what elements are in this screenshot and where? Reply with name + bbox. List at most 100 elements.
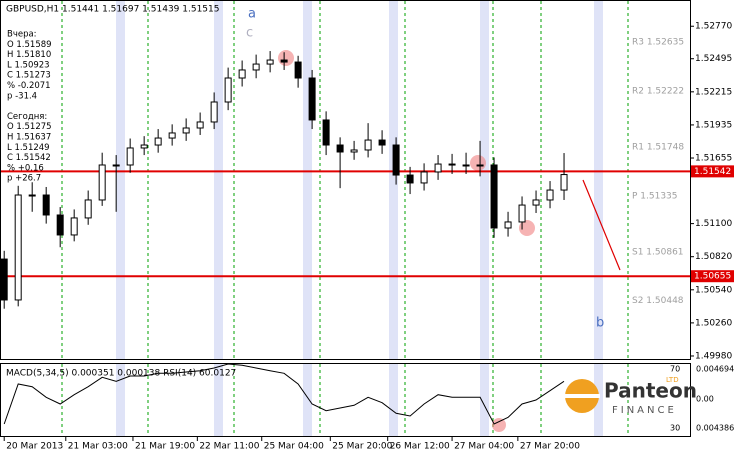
y-tick-label: 1.50260 bbox=[695, 318, 732, 328]
session-band bbox=[389, 364, 398, 436]
x-tick-label: 21 Mar 03:00 bbox=[68, 442, 128, 452]
pivot-label: R3 1.52635 bbox=[632, 38, 684, 48]
wave-label: a bbox=[248, 7, 256, 22]
y-tick-label: 1.51935 bbox=[695, 120, 732, 130]
candle-body bbox=[280, 59, 288, 63]
y-tick-label: 1.51100 bbox=[695, 219, 732, 229]
candle-body bbox=[420, 171, 428, 184]
candle-body bbox=[56, 214, 64, 236]
x-tick-label: 20 Mar 2013 bbox=[6, 442, 63, 452]
y-tick-label: 1.52770 bbox=[695, 22, 732, 32]
logo-name: Panteon bbox=[604, 379, 697, 403]
candle-body bbox=[154, 137, 162, 146]
session-band bbox=[303, 364, 312, 436]
candle-body bbox=[350, 149, 358, 153]
candle-body bbox=[0, 258, 8, 301]
level-label: 1.51542 bbox=[694, 167, 731, 177]
marker bbox=[492, 418, 506, 432]
candle-body bbox=[448, 163, 456, 166]
pivot-label: S2 1.50448 bbox=[632, 296, 684, 306]
candle-body bbox=[252, 63, 260, 71]
x-tick-label: 26 Mar 12:00 bbox=[390, 442, 450, 452]
y-tick-label: 1.49980 bbox=[695, 351, 732, 361]
candle-body bbox=[224, 77, 232, 103]
session-band bbox=[116, 364, 125, 436]
y-tick-label: 1.50540 bbox=[695, 285, 732, 295]
session-band bbox=[480, 1, 489, 359]
marker bbox=[278, 50, 294, 66]
info-line: L 1.51249 bbox=[7, 143, 50, 153]
info-line: % -0.2071 bbox=[7, 81, 51, 91]
info-line: O 1.51589 bbox=[7, 40, 52, 50]
candle-body bbox=[168, 132, 176, 139]
session-band bbox=[594, 1, 603, 359]
level-label: 1.50655 bbox=[694, 272, 731, 282]
logo: Panteon FINANCE LTD bbox=[564, 376, 697, 416]
marker bbox=[470, 155, 486, 171]
info-line: H 1.51810 bbox=[7, 50, 51, 60]
session-band bbox=[303, 1, 312, 359]
candle-body bbox=[308, 77, 316, 121]
sub-axis-label: 0.004694 bbox=[696, 365, 734, 374]
x-tick-label: 25 Mar 20:00 bbox=[332, 442, 392, 452]
info-line: % +0.16 bbox=[7, 163, 44, 173]
session-band bbox=[116, 1, 125, 359]
wave-label: b bbox=[596, 316, 604, 331]
candle-body bbox=[546, 189, 554, 201]
header: GBPUSD,H1 1.51441 1.51697 1.51439 1.5151… bbox=[6, 5, 219, 15]
info-line: H 1.51637 bbox=[7, 133, 51, 143]
info-line: C 1.51273 bbox=[7, 71, 51, 81]
sub-axis-label: 0.004386 bbox=[696, 424, 734, 433]
level-tag bbox=[691, 270, 734, 283]
main-frame bbox=[0, 0, 691, 360]
candle-body bbox=[28, 194, 36, 197]
session-band bbox=[480, 364, 489, 436]
candle-body bbox=[490, 164, 498, 229]
info-line: p +26.7 bbox=[7, 174, 41, 184]
sub-title: MACD(5,34,5) 0.000351 0.000138 RSI(14) 6… bbox=[6, 369, 236, 379]
candle-body bbox=[42, 194, 50, 216]
logo-mark bbox=[564, 394, 600, 398]
candle-body bbox=[210, 101, 218, 123]
pivot-label: P 1.51335 bbox=[632, 191, 678, 201]
y-tick-label: 1.51655 bbox=[695, 154, 732, 164]
candle-body bbox=[406, 174, 414, 184]
candle-body bbox=[98, 164, 106, 201]
candle-body bbox=[84, 199, 92, 219]
session-bands bbox=[116, 1, 603, 436]
x-tick-label: 21 Mar 19:00 bbox=[135, 442, 195, 452]
sub-frame bbox=[0, 363, 691, 437]
candle-body bbox=[182, 127, 190, 134]
candle-body bbox=[336, 144, 344, 153]
candle-body bbox=[238, 69, 246, 79]
x-tick-label: 27 Mar 04:00 bbox=[454, 442, 514, 452]
candle-body bbox=[462, 164, 470, 167]
y-tick-label: 1.52495 bbox=[695, 54, 732, 64]
x-tick-label: 25 Mar 04:00 bbox=[264, 442, 324, 452]
y-tick-label: 1.50820 bbox=[695, 252, 732, 262]
candle-body bbox=[392, 144, 400, 176]
level-tag bbox=[691, 165, 734, 178]
info-line: p -31.4 bbox=[7, 91, 37, 101]
trend-line bbox=[582, 179, 621, 271]
logo-sub: FINANCE bbox=[612, 405, 677, 416]
sub-axis-label: 70 bbox=[670, 365, 680, 374]
info-line: C 1.51542 bbox=[7, 153, 51, 163]
y-tick-label: 1.52215 bbox=[695, 87, 732, 97]
session-band bbox=[214, 364, 223, 436]
pivot-label: R2 1.52222 bbox=[632, 87, 684, 97]
info-line: O 1.51275 bbox=[7, 122, 52, 132]
logo-tag: LTD bbox=[666, 376, 679, 384]
candle-body bbox=[434, 163, 442, 173]
wave-label: c bbox=[246, 26, 253, 41]
candle-body bbox=[518, 204, 526, 223]
x-tick-label: 27 Mar 20:00 bbox=[520, 442, 580, 452]
candle-body bbox=[294, 61, 302, 79]
session-band bbox=[389, 1, 398, 359]
candle-body bbox=[364, 139, 372, 151]
info-line: L 1.50923 bbox=[7, 60, 50, 70]
candle-body bbox=[140, 144, 148, 149]
candle-body bbox=[532, 199, 540, 206]
candle-body bbox=[126, 147, 134, 166]
